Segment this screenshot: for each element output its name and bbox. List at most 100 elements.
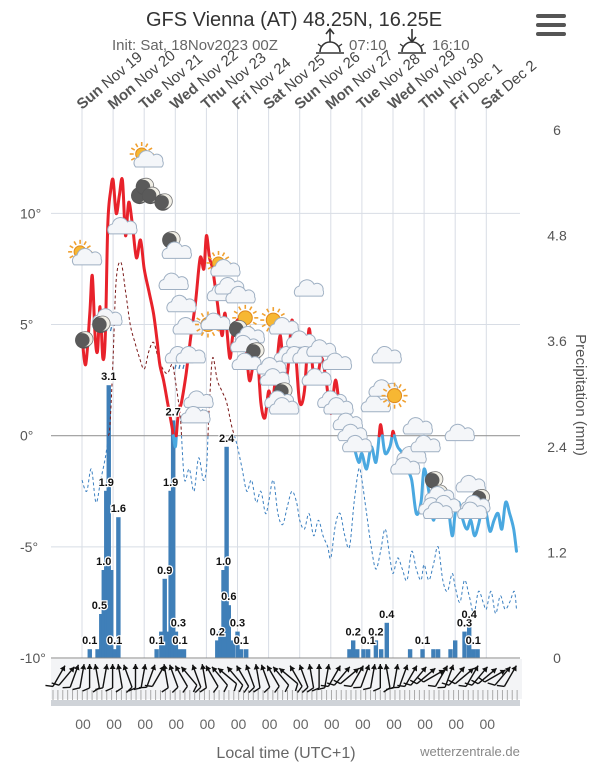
wind-barb-icon <box>226 666 244 693</box>
wind-barb-head <box>253 664 260 670</box>
sun-ray <box>200 331 205 337</box>
wind-barb-feather <box>233 683 238 692</box>
cloud-icon <box>323 397 354 415</box>
x-tick-label: 00 <box>106 716 122 732</box>
temperature-line <box>171 434 178 449</box>
cloud-icon <box>390 457 421 475</box>
precip-bar <box>95 649 100 658</box>
wind-barb-feather <box>263 686 271 693</box>
precip-bar <box>407 649 413 658</box>
wind-barb-feather <box>409 679 418 685</box>
rain-drop <box>174 364 177 370</box>
cloud-shape <box>200 312 231 331</box>
wind-barb-head <box>267 665 273 672</box>
precip-bar <box>384 622 389 658</box>
wind-barb-feather <box>82 687 90 692</box>
cloud-shape <box>301 368 332 386</box>
cloud-shape <box>259 368 290 386</box>
wind-barb-feather <box>194 686 202 693</box>
precip-tick-label: 1.2 <box>547 544 567 560</box>
precip-bar <box>347 649 352 658</box>
wind-barb-head <box>344 666 350 673</box>
cloud-icon <box>175 345 206 364</box>
sun-ray <box>73 241 77 246</box>
precip-bar <box>420 649 425 658</box>
temp-tick-label: -10° <box>20 650 46 666</box>
x-tick-label: 00 <box>417 716 433 732</box>
sun-ray <box>134 143 139 148</box>
precip-bar <box>230 640 236 658</box>
precip-bar <box>224 446 229 658</box>
wind-barb-head <box>467 668 474 674</box>
cloud-shape <box>342 434 373 453</box>
precip-bar <box>378 649 384 658</box>
precip-bar <box>448 649 453 658</box>
wind-barb-head <box>260 664 267 671</box>
cloud-icon <box>410 434 441 453</box>
sun-ray <box>401 388 407 392</box>
precip-bar <box>226 605 231 658</box>
cloud-icon <box>256 357 287 375</box>
wind-barb-feather <box>427 684 436 688</box>
wind-barb-feather <box>253 687 261 693</box>
rain-drop <box>178 364 181 370</box>
wind-barb-head <box>411 665 417 672</box>
cloud-shape <box>422 501 454 519</box>
cloud-shape <box>293 279 325 297</box>
precip-bar <box>244 649 249 658</box>
precip-bar <box>361 649 366 658</box>
cloud-icon <box>172 317 203 335</box>
cloud-icon <box>360 394 391 413</box>
dewpoint-line <box>81 435 109 503</box>
sun-ray <box>83 241 87 246</box>
wind-barb-icon <box>272 666 290 693</box>
precip-bar <box>112 649 117 658</box>
precip-value-label: 0.2 <box>346 626 361 638</box>
wind-barb-feather <box>171 686 179 693</box>
wind-barb-icon <box>496 665 518 688</box>
wind-barb-feather <box>144 684 153 688</box>
wind-barb-icon <box>311 664 323 692</box>
wind-barb-feather <box>301 686 309 693</box>
wind-barb-head <box>132 664 139 669</box>
sun-ray <box>249 306 253 311</box>
temperature-line <box>377 423 384 438</box>
wind-barb-icon <box>353 664 371 689</box>
x-tick-label: 00 <box>355 716 371 732</box>
wind-barb-icon <box>161 664 169 693</box>
sun-ray <box>196 328 201 332</box>
cloud-shape <box>390 457 421 475</box>
hamburger-menu-icon[interactable] <box>536 14 566 38</box>
precip-bar <box>373 640 379 658</box>
wind-barb-icon <box>416 669 445 683</box>
wind-barb-feather <box>496 684 505 688</box>
cloud-shape <box>455 474 486 493</box>
cloud-shape <box>256 357 287 375</box>
precip-value-label: 1.0 <box>216 556 231 568</box>
wind-barb-feather <box>353 686 361 689</box>
sun-ray <box>207 256 212 260</box>
wind-barb-icon <box>122 664 133 693</box>
wind-barb-icon <box>391 664 409 689</box>
cloud-shape <box>269 317 300 335</box>
wind-barb-icon <box>211 666 229 693</box>
wind-barb-head <box>245 664 251 671</box>
precip-value-label: 0.3 <box>171 618 186 630</box>
cloud-shape <box>158 272 189 291</box>
wind-barb-feather <box>243 685 250 693</box>
cloud-icon <box>200 312 231 331</box>
x-axis-label: Local time (UTC+1) <box>216 745 355 762</box>
wind-barb-icon <box>397 665 418 688</box>
x-tick-label: 00 <box>324 716 340 732</box>
sun-ray <box>207 266 212 270</box>
wind-barb-head <box>273 666 279 673</box>
cloud-shape <box>371 345 402 364</box>
cloud-shape <box>269 397 300 415</box>
x-tick-label: 00 <box>75 716 91 732</box>
precip-bar <box>215 640 220 658</box>
precip-value-label: 1.9 <box>163 477 178 489</box>
credit-text: wetterzentrale.de <box>419 744 520 759</box>
precip-value-label: 0.1 <box>415 635 430 647</box>
sun-ray <box>387 403 391 408</box>
wind-barb-feather <box>95 687 103 691</box>
